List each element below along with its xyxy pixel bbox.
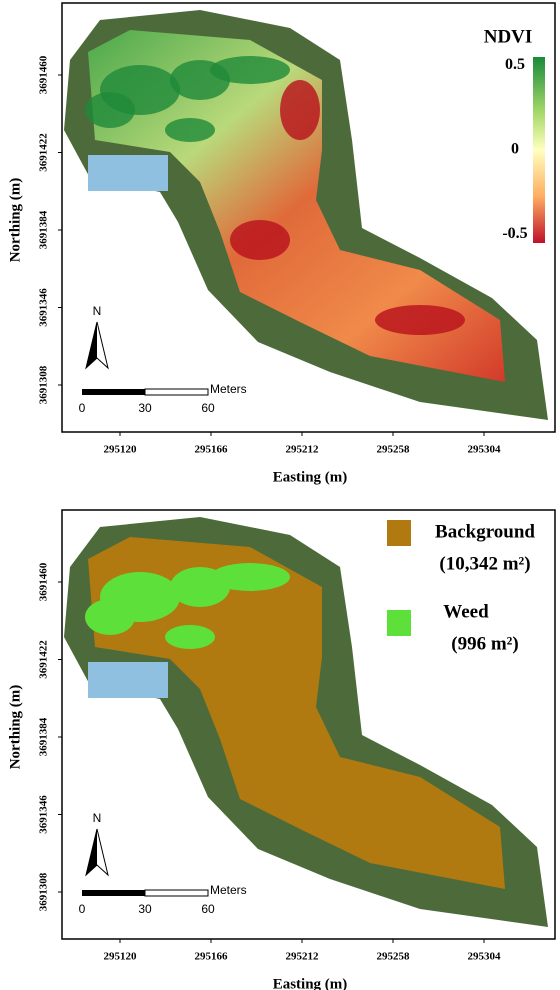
y-tick-label: 3691422 (38, 133, 50, 172)
x-tick-label: 295212 (286, 444, 320, 456)
y-tick-label: 3691384 (38, 717, 50, 756)
x-tick-label: 295212 (286, 951, 320, 963)
y-tick-label: 3691422 (38, 640, 50, 679)
scale-black (82, 890, 145, 896)
legend-label: Background (435, 521, 535, 542)
scale-label: 30 (138, 902, 152, 916)
roof (88, 662, 168, 698)
y-tick-label: 3691460 (38, 562, 50, 601)
patch (165, 625, 215, 649)
legend-swatch (387, 520, 411, 546)
legend-label: -0.5 (502, 225, 527, 242)
patch (210, 56, 290, 84)
scale-white (145, 389, 208, 395)
scale-white (145, 890, 208, 896)
y-tick-label: 3691460 (38, 55, 50, 94)
patch (85, 599, 135, 635)
x-axis-title: Easting (m) (273, 976, 348, 990)
x-tick-label: 295304 (468, 444, 502, 456)
legend-area: (996 m²) (451, 633, 518, 654)
legend-label: 0 (511, 141, 519, 158)
y-tick-label: 3691346 (38, 795, 50, 834)
scale-label: 60 (201, 401, 215, 415)
scale-label: 0 (79, 401, 86, 415)
y-tick-label: 3691308 (38, 872, 50, 911)
x-tick-label: 295258 (377, 951, 411, 963)
x-axis-title: Easting (m) (273, 469, 348, 485)
patch (230, 220, 290, 260)
scale-unit: Meters (210, 883, 247, 897)
scale-label: 60 (201, 902, 215, 916)
legend-area: (10,342 m²) (439, 553, 530, 574)
scale-label: 0 (79, 902, 86, 916)
scale-unit: Meters (210, 382, 247, 396)
legend-title: NDVI (484, 26, 533, 47)
scale-black (82, 389, 145, 395)
legend-label: 0.5 (505, 56, 525, 73)
x-tick-label: 295166 (195, 444, 229, 456)
map-panel: 3691460 3691422 3691384 3691346 3691308 29512… (7, 3, 555, 485)
roof (88, 155, 168, 191)
map-panel: 3691460 3691422 3691384 3691346 3691308 29512… (7, 510, 555, 990)
x-tick-label: 295304 (468, 951, 502, 963)
patch (165, 118, 215, 142)
y-axis-title: Northing (m) (7, 685, 23, 770)
patch (280, 80, 320, 140)
patch (85, 92, 135, 128)
y-tick-label: 3691384 (38, 210, 50, 249)
color-bar (533, 57, 545, 243)
patch (375, 305, 465, 335)
legend-swatch (387, 610, 411, 636)
scale-label: 30 (138, 401, 152, 415)
x-tick-label: 295120 (104, 951, 138, 963)
x-tick-label: 295258 (377, 444, 411, 456)
y-axis-title: Northing (m) (7, 178, 23, 263)
x-tick-label: 295166 (195, 951, 229, 963)
patch (210, 563, 290, 591)
north-label: N (93, 304, 102, 318)
x-tick-label: 295120 (104, 444, 138, 456)
y-tick-label: 3691308 (38, 365, 50, 404)
figure: 3691460 3691422 3691384 3691346 3691308 29512… (0, 0, 560, 990)
north-label: N (93, 811, 102, 825)
legend-label: Weed (443, 601, 489, 622)
y-tick-label: 3691346 (38, 288, 50, 327)
